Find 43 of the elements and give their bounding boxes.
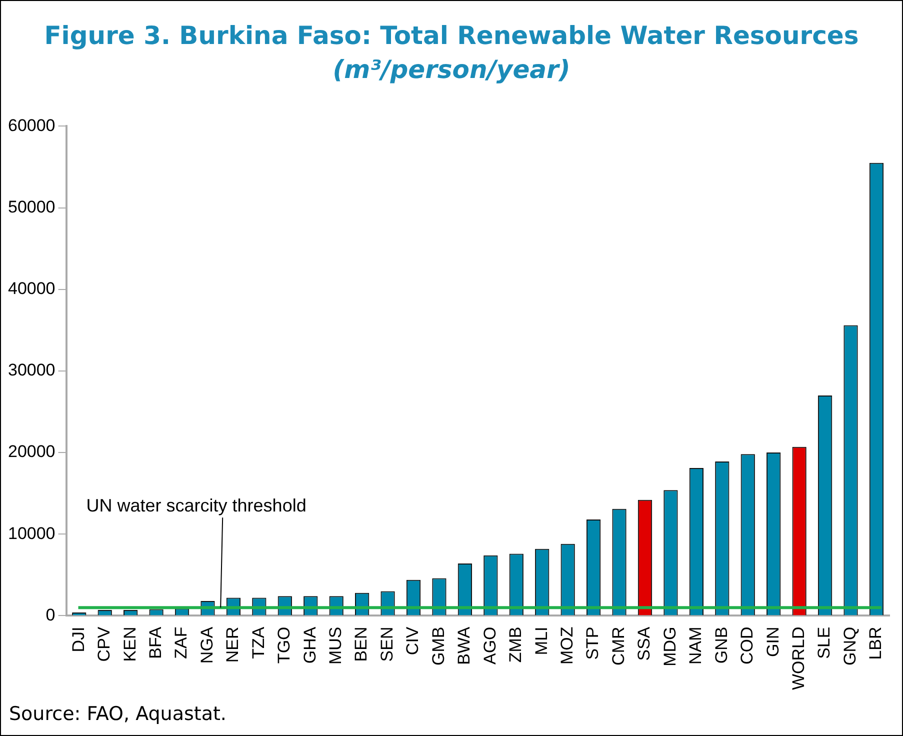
chart-subtitle: (m³/person/year): [332, 54, 572, 86]
x-tick-label: SSA: [634, 626, 654, 661]
x-tick-label: TZA: [248, 626, 268, 659]
x-tick-label: ZAF: [172, 626, 191, 659]
y-tick-label: 0: [46, 605, 56, 624]
x-tick-label: SLE: [814, 626, 834, 659]
x-tick-label: GIN: [763, 626, 782, 657]
x-tick-label: WORLD: [789, 626, 808, 690]
x-tick-label: GMB: [428, 626, 448, 666]
x-tick-label: GNB: [712, 626, 731, 664]
x-tick-label: KEN: [120, 626, 140, 662]
x-tick-label: MLI: [532, 626, 551, 656]
x-tick-label: LBR: [866, 626, 886, 660]
x-tick-label: SEN: [377, 626, 396, 662]
x-tick-label: DJI: [68, 626, 88, 652]
x-tick-label: CIV: [403, 626, 422, 656]
ref-line-label: UN water scarcity threshold: [86, 496, 306, 516]
x-tick-label: GNQ: [840, 626, 860, 666]
x-tick-label: MUS: [326, 626, 346, 665]
x-tick-label: BFA: [146, 626, 165, 659]
y-tick-label: 10000: [8, 524, 56, 543]
x-tick-label: CPV: [94, 626, 114, 662]
x-tick-label: BEN: [352, 626, 371, 662]
y-tick-label: 20000: [8, 442, 56, 462]
x-tick-label: MDG: [660, 626, 680, 666]
x-tick-label: TGO: [274, 626, 294, 664]
y-tick-label: 60000: [8, 116, 56, 135]
y-tick-label: 50000: [8, 197, 56, 216]
x-tick-label: ZMB: [506, 626, 526, 663]
y-tick-label: 30000: [8, 360, 56, 380]
x-tick-label: NER: [223, 626, 242, 663]
y-tick-label: 40000: [8, 279, 56, 298]
x-tick-label: STP: [583, 626, 602, 660]
chart-title: Figure 3. Burkina Faso: Total Renewable Water Resources: [43, 20, 860, 52]
x-tick-label: COD: [738, 626, 757, 665]
x-tick-label: BWA: [454, 626, 474, 665]
x-tick-label: GHA: [300, 626, 320, 664]
x-tick-label: NGA: [197, 626, 216, 664]
x-tick-label: CMR: [608, 626, 628, 666]
x-tick-label: MOZ: [558, 626, 577, 665]
x-tick-label: NAM: [686, 626, 706, 665]
source-note: Source: FAO, Aquastat.: [9, 703, 226, 725]
x-tick-label: AGO: [480, 626, 500, 665]
